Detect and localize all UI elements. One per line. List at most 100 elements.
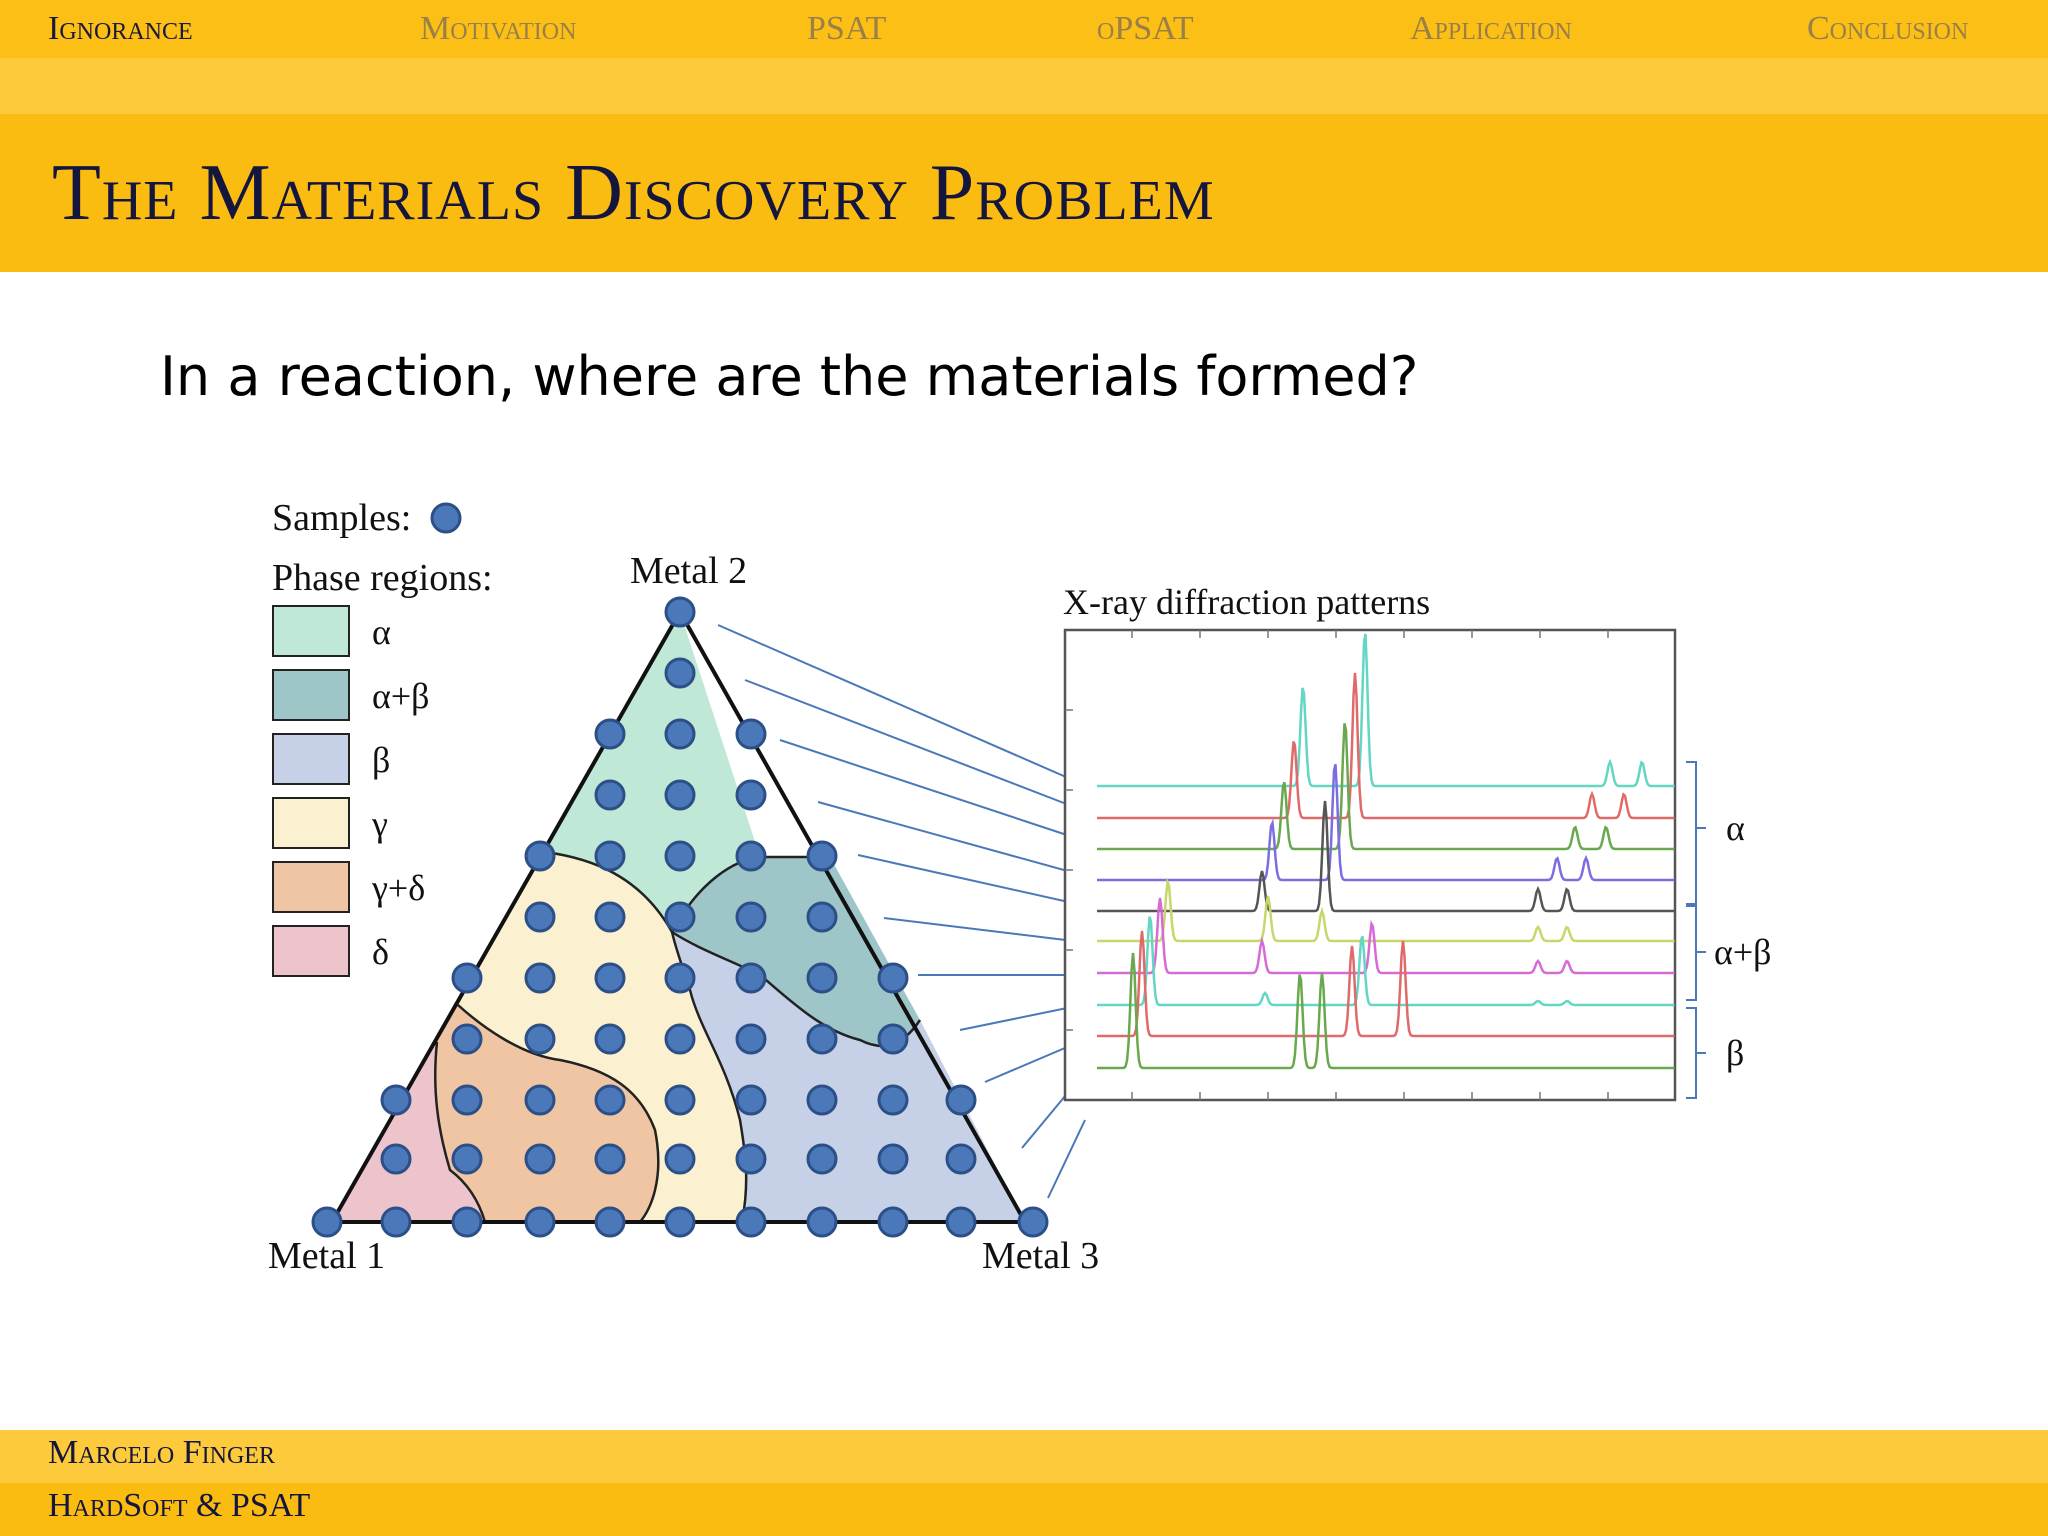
xrd-trace (1097, 633, 1675, 788)
sample-point (594, 1206, 626, 1238)
sample-point (451, 1206, 483, 1238)
footer-talk-bar (0, 1483, 2048, 1536)
xrd-trace (1097, 672, 1675, 820)
phase-regions-label: Phase regions: (272, 557, 493, 599)
sample-point (806, 1143, 838, 1175)
footer-author: Marcelo Finger (48, 1434, 275, 1471)
sample-point (664, 840, 696, 872)
sample-point (664, 901, 696, 933)
sample-point (451, 1084, 483, 1116)
slide-title: The Materials Discovery Problem (52, 149, 1215, 237)
subsection-bar (0, 58, 2048, 114)
sample-point (594, 1023, 626, 1055)
legend-swatch-gamma (272, 797, 350, 849)
sample-point (735, 779, 767, 811)
legend-swatch-alpha-beta (272, 669, 350, 721)
xrd-trace (1097, 897, 1675, 975)
xrd-title: X-ray diffraction patterns (1063, 582, 1430, 622)
sample-point (380, 1206, 412, 1238)
sample-point (524, 901, 556, 933)
sample-point (524, 1023, 556, 1055)
legend-label-beta: β (372, 740, 390, 780)
slide-question: In a reaction, where are the materials f… (160, 345, 1419, 408)
sample-point (594, 779, 626, 811)
title-bar (0, 114, 2048, 272)
sample-point (594, 840, 626, 872)
sample-point (664, 718, 696, 750)
xrd-trace (1097, 877, 1675, 943)
vertex-label-metal-2: Metal 2 (630, 550, 747, 592)
legend-label-alpha: α (372, 612, 391, 652)
sample-point (594, 962, 626, 994)
sample-point (735, 1206, 767, 1238)
sample-point (664, 962, 696, 994)
region-alpha-beta (672, 857, 920, 1046)
sample-points (311, 596, 1049, 1238)
connector-lines (717, 624, 1086, 1199)
sample-point (380, 1143, 412, 1175)
sample-point (806, 1023, 838, 1055)
samples-label: Samples: (272, 497, 411, 539)
sample-point (664, 1023, 696, 1055)
legend-swatch-delta (272, 925, 350, 977)
sample-point (451, 962, 483, 994)
sample-point (380, 1084, 412, 1116)
sample-point (877, 1206, 909, 1238)
sample-point (1017, 1206, 1049, 1238)
legend-swatch-gamma-delta (272, 861, 350, 913)
xrd-trace (1097, 916, 1675, 1007)
sample-point (806, 962, 838, 994)
sample-point (735, 1084, 767, 1116)
sample-point (664, 1084, 696, 1116)
xrd-brackets (1686, 761, 1706, 1099)
vertex-label-metal-1: Metal 1 (268, 1235, 385, 1277)
sample-point (451, 1143, 483, 1175)
nav-item-motivation[interactable]: Motivation (420, 10, 577, 47)
legend-sample-dot (430, 502, 462, 534)
sample-point (735, 840, 767, 872)
sample-point (524, 840, 556, 872)
xrd-trace (1097, 764, 1675, 882)
sample-point (524, 962, 556, 994)
footer-author-bar (0, 1430, 2048, 1483)
sample-point (945, 1206, 977, 1238)
nav-item-application[interactable]: Application (1410, 10, 1572, 47)
sample-point (524, 1084, 556, 1116)
legend-swatch-beta (272, 733, 350, 785)
sample-point (806, 1084, 838, 1116)
sample-point (664, 657, 696, 689)
nav-item-ignorance[interactable]: Ignorance (48, 10, 193, 47)
sample-point (735, 1023, 767, 1055)
legend-label-gamma-delta: γ+δ (371, 868, 425, 908)
xrd-ticks (1065, 630, 1609, 1100)
legend-swatch-alpha (272, 605, 350, 657)
sample-point (735, 718, 767, 750)
region-delta (332, 1042, 485, 1222)
legend-label-delta: δ (372, 932, 389, 972)
sample-point (594, 1084, 626, 1116)
nav-item-opsat[interactable]: oPSAT (1097, 10, 1194, 47)
sample-point (664, 1143, 696, 1175)
ternary-phase-diagram-figure: Samples: Phase regions: α α+β β γ γ+δ δ … (268, 497, 1771, 1277)
bracket-label-alpha: α (1726, 808, 1745, 848)
sample-point (945, 1084, 977, 1116)
xrd-panel (1063, 628, 1677, 1102)
sample-point (806, 901, 838, 933)
legend-label-alpha-beta: α+β (372, 676, 429, 716)
legend-label-gamma: γ (371, 804, 388, 844)
sample-point (594, 718, 626, 750)
sample-point (877, 1023, 909, 1055)
sample-point (664, 596, 696, 628)
sample-point (524, 1206, 556, 1238)
xrd-trace (1097, 930, 1675, 1038)
bracket-label-alpha-beta: α+β (1714, 932, 1771, 972)
sample-point (664, 779, 696, 811)
xrd-trace (1097, 952, 1675, 1070)
sample-point (806, 840, 838, 872)
sample-point (945, 1143, 977, 1175)
sample-point (311, 1206, 343, 1238)
xrd-trace (1097, 723, 1675, 851)
sample-point (877, 1084, 909, 1116)
nav-item-psat[interactable]: PSAT (807, 10, 887, 47)
nav-item-conclusion[interactable]: Conclusion (1807, 10, 1969, 47)
